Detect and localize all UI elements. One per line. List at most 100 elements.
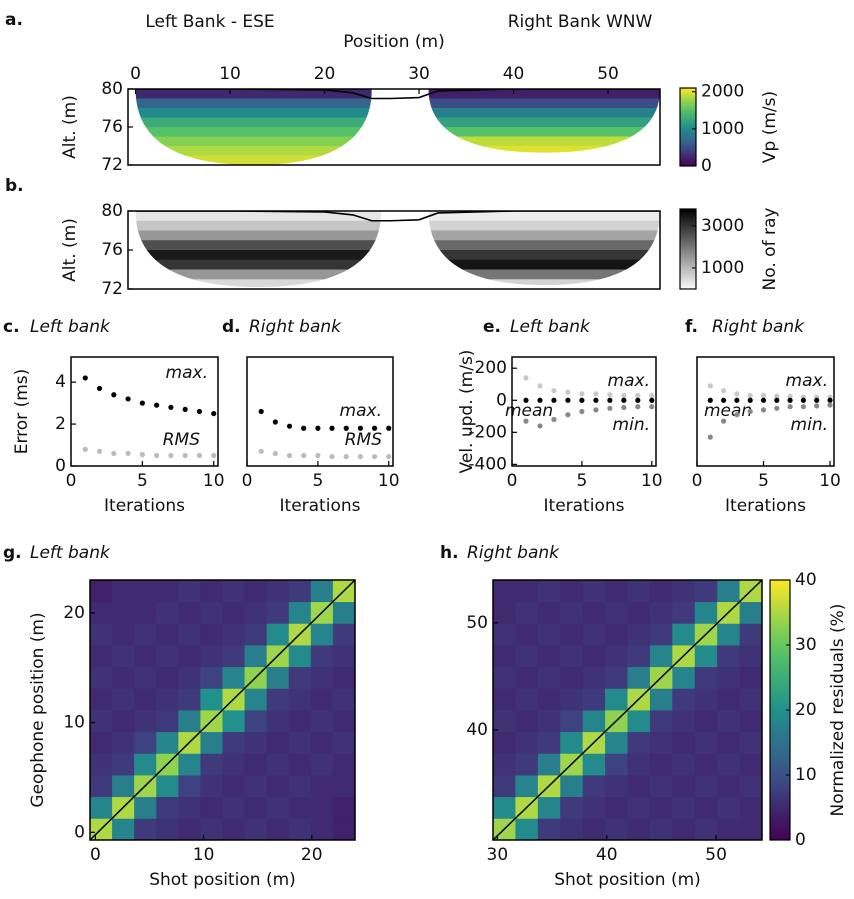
residual-cell <box>266 623 290 646</box>
x-tick-label: 5 <box>758 471 769 491</box>
residual-cell <box>739 688 763 711</box>
residual-cell <box>156 623 179 646</box>
residual-cell <box>288 731 312 754</box>
residual-cell <box>90 731 113 754</box>
x-axis-label: Shot position (m) <box>149 870 296 890</box>
velocity-cell <box>428 250 660 261</box>
velocity-cell <box>135 250 382 261</box>
residual-cell <box>560 666 584 689</box>
residual-cell <box>717 666 740 689</box>
residual-cell <box>222 818 245 841</box>
residual-cell <box>739 710 763 733</box>
residual-cell <box>717 623 740 646</box>
residual-cell <box>515 623 539 646</box>
point <box>579 397 585 403</box>
point <box>827 397 833 403</box>
point <box>537 397 543 403</box>
x-tick-label: 40 <box>503 64 525 84</box>
residual-cell <box>605 580 628 603</box>
residual-cell <box>739 775 763 798</box>
point <box>565 412 571 418</box>
residual-cell <box>560 601 584 624</box>
residual-cell <box>244 710 268 733</box>
residual-cell <box>200 796 223 819</box>
x-tick-label: 40 <box>596 845 618 865</box>
point <box>272 419 278 425</box>
residual-cell <box>649 645 673 668</box>
residual-cell <box>288 796 312 819</box>
y-axis-label: Alt. (m) <box>60 95 80 159</box>
residual-cell <box>537 580 561 603</box>
point <box>607 392 613 398</box>
residual-cell <box>332 645 356 668</box>
residual-cell <box>266 580 290 603</box>
residual-cell <box>717 796 740 819</box>
point <box>760 397 767 403</box>
residual-cell <box>244 818 268 841</box>
residual-cell <box>582 688 606 711</box>
residual-cell <box>537 645 561 668</box>
residual-cell <box>739 666 763 689</box>
residual-cell <box>200 818 223 841</box>
x-tick-label: 30 <box>408 64 430 84</box>
residual-cell <box>605 666 628 689</box>
residual-cell <box>537 623 561 646</box>
point <box>774 397 780 403</box>
x-tick-label: 10 <box>819 471 841 491</box>
bank-title: Left Bank - ESE <box>145 12 274 32</box>
diagonal <box>492 579 763 841</box>
residual-cell <box>222 666 245 689</box>
residual-cell <box>560 623 584 646</box>
residual-cell <box>605 796 628 819</box>
residual-cell <box>582 601 606 624</box>
panel-label: b. <box>5 176 24 196</box>
residual-cell <box>672 731 696 754</box>
residual-cell <box>493 580 516 603</box>
residual-cell <box>672 796 696 819</box>
point <box>371 453 378 460</box>
residual-cell <box>515 753 539 776</box>
residual-cell <box>560 710 584 733</box>
velocity-cell <box>428 108 660 118</box>
residual-cell <box>672 666 696 689</box>
residual-cell <box>560 775 584 798</box>
residual-cell <box>672 580 696 603</box>
residual-cell <box>627 666 651 689</box>
residual-cell <box>266 775 290 798</box>
residual-cell <box>244 580 268 603</box>
point <box>386 453 392 460</box>
point <box>125 450 131 457</box>
y-tick-label: 80 <box>101 79 123 99</box>
point <box>301 452 307 459</box>
residual-cell <box>605 775 628 798</box>
colorbar-tick-label: 2000 <box>701 82 744 102</box>
y-tick-label: 40 <box>466 720 488 740</box>
point <box>734 397 740 403</box>
x-tick-label: 10 <box>203 471 225 491</box>
y-tick-label: -400 <box>468 454 507 474</box>
residual-cell <box>694 601 718 624</box>
velocity-cell <box>135 127 372 137</box>
colorbar-tick-label: 0 <box>701 156 712 176</box>
residual-cell <box>649 775 673 798</box>
point <box>154 402 160 408</box>
residual-cell <box>627 818 651 841</box>
point <box>635 404 641 410</box>
colorbar-tick-label: 0 <box>795 830 806 850</box>
residual-cell <box>560 580 584 603</box>
point <box>537 383 543 389</box>
point <box>125 396 131 402</box>
residual-cell <box>332 666 356 689</box>
residual-cell <box>739 645 763 668</box>
point <box>196 408 203 415</box>
panel: a. Left Bank - ESE Right Bank WNW 0 10 20 30 40… <box>5 10 780 176</box>
point <box>343 453 349 460</box>
residual-cell <box>222 623 245 646</box>
velocity-cell <box>135 230 382 241</box>
frame <box>696 356 835 467</box>
residual-cell <box>560 688 584 711</box>
residual-cell <box>156 645 179 668</box>
residual-cell <box>649 796 673 819</box>
residual-cell <box>515 580 539 603</box>
residual-cell <box>582 623 606 646</box>
